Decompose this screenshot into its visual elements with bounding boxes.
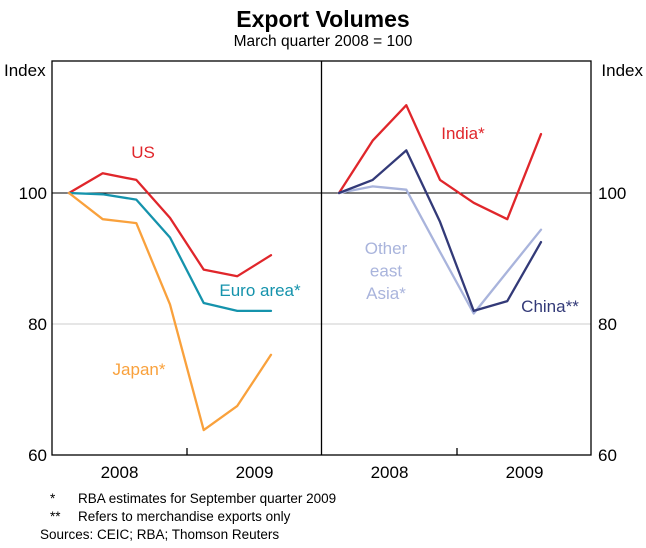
y-tick-label-left-60: 60 [28,446,47,465]
series-label-other-east-asia: east [370,262,402,281]
axis-unit-label-left: Index [4,61,46,80]
chart-subtitle: March quarter 2008 = 100 [233,33,413,50]
chart-title: Export Volumes [236,6,410,32]
series-label-other-east-asia: Other [365,239,408,258]
footnote-row: ** Refers to merchandise exports only [0,508,646,526]
y-tick-label-left-80: 80 [28,315,47,334]
y-tick-label-right-60: 60 [598,446,617,465]
series-line-us [67,172,273,278]
y-tick-label-right-80: 80 [598,315,617,334]
series-line-india [337,104,543,221]
series-label-india: India* [441,124,485,143]
series-line-japan [67,191,273,432]
x-axis-label-2008: 2008 [101,463,139,482]
series-label-other-east-asia: Asia* [366,284,406,303]
footnote-text: RBA estimates for September quarter 2009 [78,491,337,506]
x-axis-label-2008: 2008 [371,463,409,482]
axis-unit-label-right: Index [601,61,643,80]
y-tick-label-left-100: 100 [19,184,47,203]
series-line-china [337,149,543,313]
series-label-china: China** [521,297,579,316]
x-axis-label-2009: 2009 [236,463,274,482]
footnote-marker: * [50,491,56,506]
series-label-euro-area: Euro area* [219,281,301,300]
y-tick-label-right-100: 100 [598,184,626,203]
series-line-euro-area [67,191,273,313]
series-label-us: US [131,143,155,162]
footnotes: * RBA estimates for September quarter 20… [0,490,646,544]
footnote-row: * RBA estimates for September quarter 20… [0,490,646,508]
series-label-japan: Japan* [113,360,166,379]
series-line-other-east-asia [337,185,543,315]
sources-line: Sources: CEIC; RBA; Thomson Reuters [40,527,280,542]
x-axis-label-2009: 2009 [506,463,544,482]
footnote-marker: ** [50,509,61,524]
footnote-text: Refers to merchandise exports only [78,509,291,524]
